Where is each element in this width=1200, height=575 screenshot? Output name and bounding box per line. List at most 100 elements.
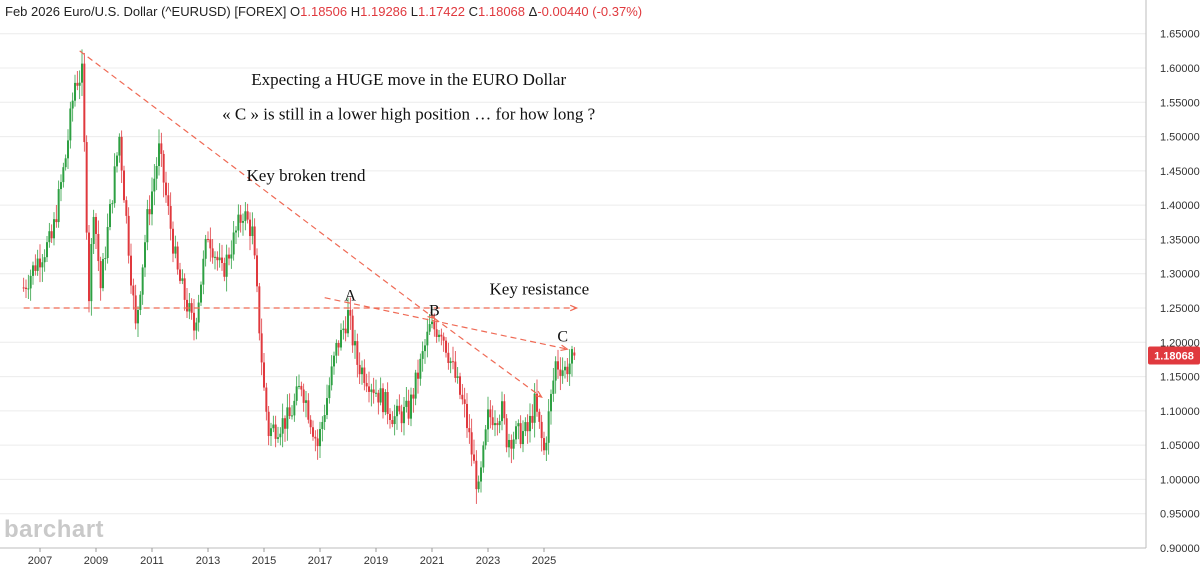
y-tick-label: 1.25000 [1160,303,1200,315]
candle-body [323,415,326,422]
candle-body [540,421,543,439]
candle-body [503,401,506,419]
candle-body [211,248,214,258]
candle-body [249,219,251,237]
candle-body [118,136,121,156]
candle-body [130,255,132,286]
candle-body [547,411,550,443]
candle-body [246,211,249,220]
candle-body [172,228,174,254]
candle-body [447,352,450,363]
x-tick-label: 2013 [196,555,220,567]
x-tick-label: 2023 [476,555,500,567]
candle-body [230,254,233,259]
candle-body [253,226,256,256]
candle-body [288,407,291,417]
candle-body [263,362,265,388]
candle-body [568,363,571,375]
candle-body [363,367,366,383]
candle-body [141,267,144,295]
candle-body [302,389,305,403]
candle-body [459,376,461,395]
candle-body [328,385,331,399]
candle-body [270,428,272,437]
candle-body [340,330,342,348]
y-tick-label: 1.00000 [1160,474,1200,486]
candle-body [326,398,328,416]
annotations: A B C Expecting a HUGE move in the EURO Dol… [222,70,595,346]
candle-body [524,422,527,432]
header-change-label: Δ [528,4,538,19]
candle-body [403,406,405,424]
candle-body [204,238,207,259]
candle-body [50,231,53,239]
candle-body [347,310,349,334]
x-tick-label: 2011 [140,555,164,567]
candle-body [176,246,179,270]
candle-body [62,167,65,183]
candle-body [190,303,193,313]
candle-body [300,385,303,390]
candle-body [517,423,520,427]
candle-body [279,433,282,438]
header-period: Feb 2026 [5,4,60,19]
candle-body [81,63,83,83]
candle-body [559,369,562,376]
candle-body [312,427,314,437]
candle-body [272,424,275,429]
candle-body [27,288,30,290]
barchart-logo: barchart [4,516,105,543]
candle-body [242,221,244,223]
candle-body [111,203,114,205]
y-tick-label: 1.15000 [1160,372,1200,384]
candle-body [29,275,32,289]
point-label-c: C [557,329,568,346]
candle-body [554,361,557,381]
y-tick-label: 1.45000 [1160,166,1200,178]
annotation-text: Key resistance [490,279,590,298]
candle-body [274,424,277,439]
candle-body [573,352,576,356]
candle-body [256,255,258,287]
candle-body [232,232,235,255]
candle-body [452,361,454,363]
candle-body [533,393,536,423]
candle-body [36,258,39,271]
candle-body [188,303,191,312]
candle-body [298,385,300,387]
y-axis: 1.65000 1.60000 1.55000 1.50000 1.45000 1.400… [1145,0,1200,555]
header-low-label: L [410,4,418,19]
candle-body [354,341,356,346]
candle-body [477,481,480,490]
candle-body [223,263,226,277]
candle-body [277,437,279,439]
candle-body [445,340,447,353]
candle-body [55,219,58,223]
candle-body [218,257,221,261]
candle-body [267,411,270,437]
candle-body [531,415,534,423]
candle-body [384,392,387,413]
candle-body [116,155,118,167]
candle-body [470,432,473,455]
candle-body [405,400,408,407]
last-price-badge [1148,346,1200,365]
y-tick-label: 1.60000 [1160,63,1200,75]
x-tick-label: 2025 [532,555,556,567]
candle-body [561,370,564,376]
candle-body [78,82,81,86]
candle-body [316,438,319,447]
candle-body [174,246,177,254]
candle-body [88,232,90,302]
candle-body [162,153,165,183]
candle-body [113,166,116,204]
candle-body [431,321,433,325]
x-tick-label: 2009 [84,555,108,567]
candle-body [498,421,501,426]
candle-body [545,442,548,451]
candle-body [417,372,419,379]
candle-body [522,431,524,445]
candle-body [391,419,394,425]
